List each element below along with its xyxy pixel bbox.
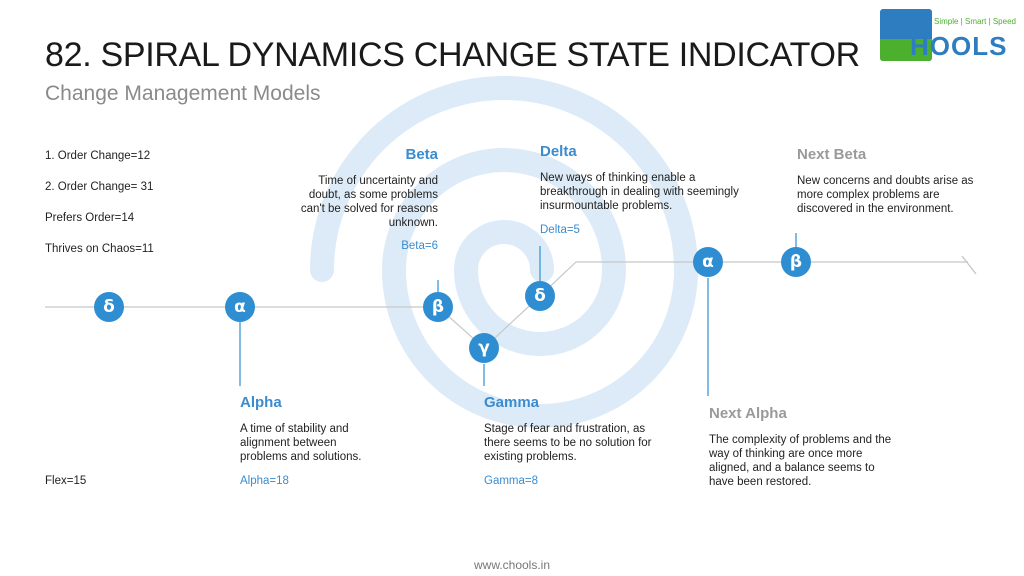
node-gamma: γ xyxy=(469,333,499,363)
beta-title: Beta xyxy=(405,146,438,163)
stat-flex: Flex=15 xyxy=(45,475,87,487)
delta-value: Delta=5 xyxy=(540,224,580,236)
alpha-value: Alpha=18 xyxy=(240,475,289,487)
next-beta-title: Next Beta xyxy=(797,146,867,163)
stat-order-change-1: 1. Order Change=12 xyxy=(45,150,151,162)
stat-order-change-2: 2. Order Change= 31 xyxy=(45,181,154,193)
next-alpha-title: Next Alpha xyxy=(709,405,787,422)
next-beta-description: New concerns and doubts arise as more co… xyxy=(797,175,974,215)
chools-logo: Simple | Smart | Speed HOOLS xyxy=(880,9,1016,61)
logo-wordmark: HOOLS xyxy=(910,31,1008,61)
gamma-description: Stage of fear and frustration, as there … xyxy=(484,423,652,463)
alpha-title: Alpha xyxy=(240,394,282,411)
page-title: 82. SPIRAL DYNAMICS CHANGE STATE INDICAT… xyxy=(45,36,860,74)
next-alpha-description: The complexity of problems and the way o… xyxy=(709,434,892,488)
alpha-description: A time of stability and alignment betwee… xyxy=(240,423,362,463)
delta-title: Delta xyxy=(540,143,577,160)
stat-prefers-order: Prefers Order=14 xyxy=(45,212,135,224)
node-delta: δ xyxy=(525,281,555,311)
gamma-value: Gamma=8 xyxy=(484,475,539,487)
timeline-arrow-head xyxy=(961,255,977,275)
stat-thrives-chaos: Thrives on Chaos=11 xyxy=(45,243,154,255)
node-delta-start: δ xyxy=(94,292,124,322)
beta-value: Beta=6 xyxy=(401,240,438,252)
node-next-alpha: α xyxy=(693,247,723,277)
beta-description: Time of uncertainty and doubt, as some p… xyxy=(300,175,438,229)
gamma-title: Gamma xyxy=(484,394,540,411)
node-alpha: α xyxy=(225,292,255,322)
logo-tagline: Simple | Smart | Speed xyxy=(934,17,1016,26)
footer-url: www.chools.in xyxy=(473,558,551,572)
logo-green-block xyxy=(880,39,932,61)
node-beta: β xyxy=(423,292,453,322)
delta-description: New ways of thinking enable a breakthrou… xyxy=(540,172,739,212)
page-subtitle: Change Management Models xyxy=(45,82,321,105)
spiral-shape xyxy=(310,76,699,428)
node-next-beta: β xyxy=(781,247,811,277)
